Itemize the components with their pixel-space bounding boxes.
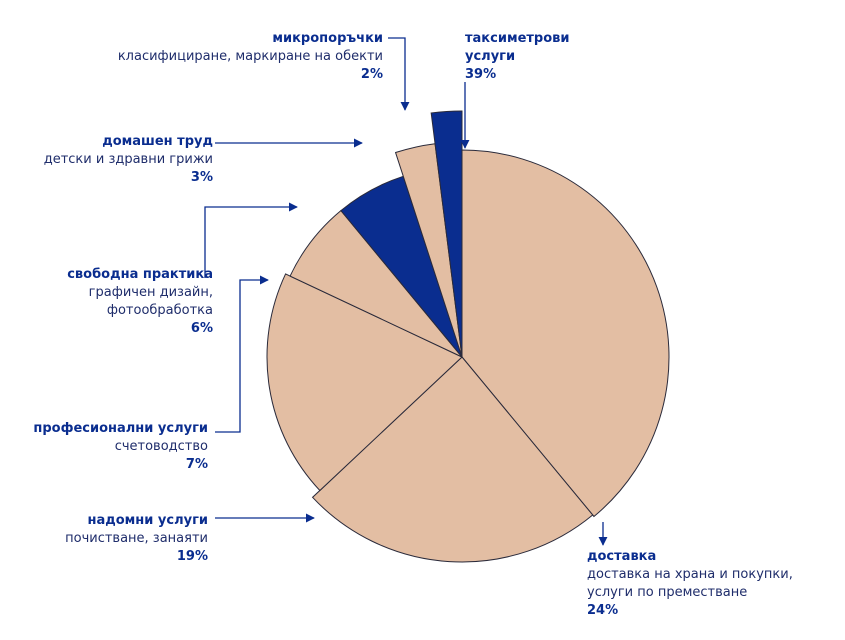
category-description: почистване, занаяти [65,531,208,546]
category-name: микропоръчки [272,31,383,46]
value-label: 3% [190,170,213,185]
category-description: счетоводство [114,439,208,454]
value-label: 6% [190,321,213,336]
category-description: доставка на храна и покупки, услуги по п… [587,567,793,600]
connector [215,275,269,433]
slice-label: таксиметрови услуги 39% [465,30,595,84]
pie-slice [430,110,463,358]
category-name: доставка [587,549,657,564]
category-name: свободна практика [67,267,213,282]
slice-label: професионални услуги счетоводство 7% [8,420,208,474]
pie-slice [311,356,594,563]
value-label: 19% [176,549,208,564]
category-name: професионални услуги [33,421,208,436]
category-description: графичен дизайн, фотообработка [88,285,213,318]
category-description: детски и здравни грижи [43,152,213,167]
connector [204,202,298,278]
value-label: 2% [360,67,383,82]
connector [388,37,410,111]
slice-label: доставка доставка на храна и покупки, усл… [587,548,827,620]
pie-slice [461,149,670,518]
category-name: таксиметрови услуги [465,31,570,64]
category-name: домашен труд [102,134,213,149]
category-description: класифициране, маркиране на обекти [117,49,383,64]
value-label: 7% [185,457,208,472]
value-label: 39% [465,67,497,82]
slice-label: свободна практика графичен дизайн, фотооб… [63,266,213,338]
slice-label: домашен труд детски и здравни грижи 3% [13,133,213,187]
category-name: надомни услуги [87,513,208,528]
pie-slice [266,273,463,492]
slice-label: микропоръчки класифициране, маркиране на … [83,30,383,84]
value-label: 24% [587,603,619,618]
slice-label: надомни услуги почистване, занаяти 19% [8,512,208,566]
